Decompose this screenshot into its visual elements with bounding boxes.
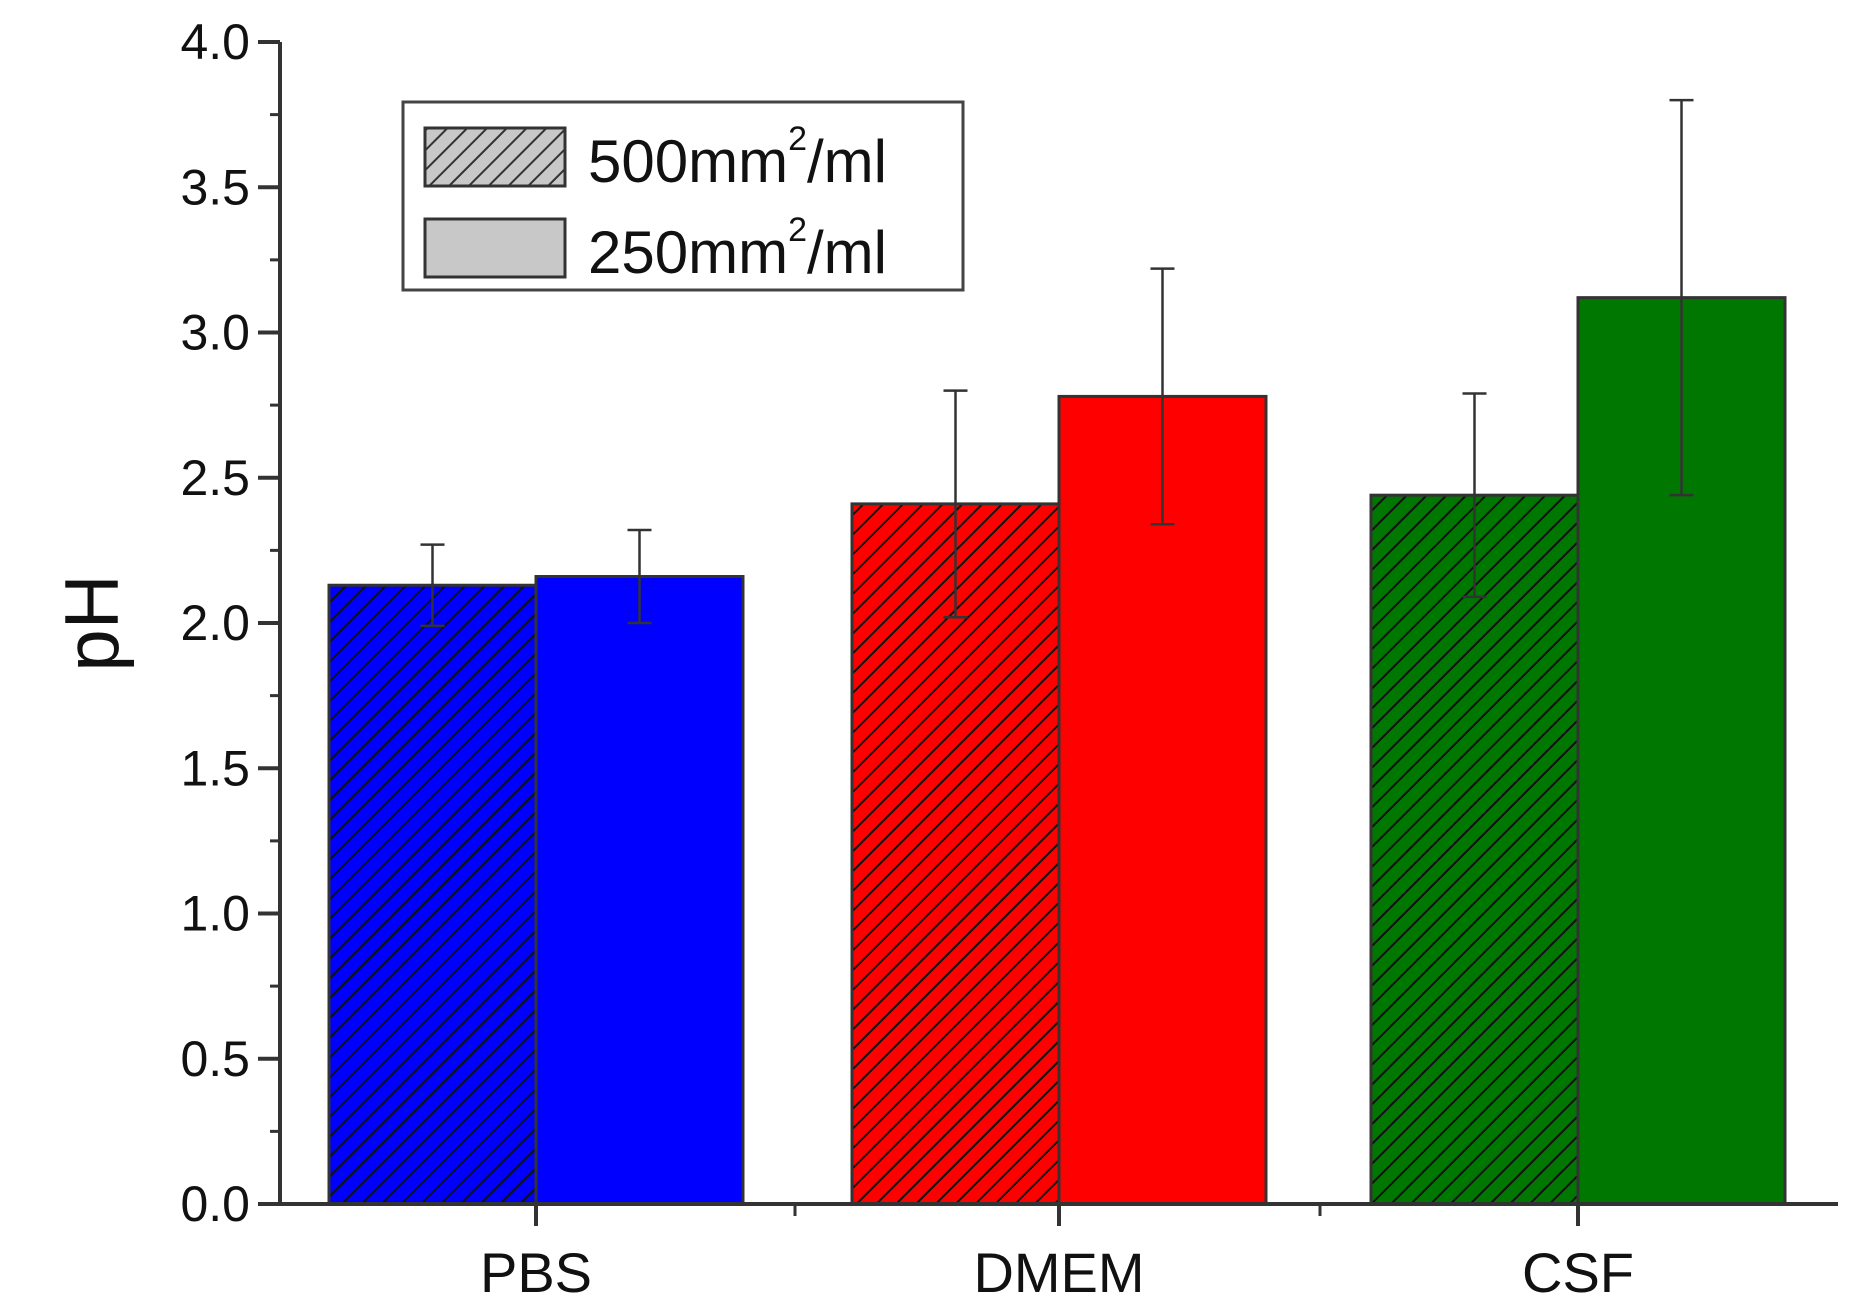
legend-label-250-unit: /ml [807, 219, 887, 286]
legend-label-250-main: 250mm [588, 219, 788, 286]
bars-layer [327, 296, 1787, 1206]
y-tick-label: 1.0 [180, 886, 250, 942]
legend-label-250: 250mm2/ml [588, 211, 887, 286]
y-tick-label: 3.0 [180, 305, 250, 361]
y-tick-label: 4.0 [180, 14, 250, 70]
bar-pbs-solid [534, 575, 745, 1206]
y-tick-label: 0.5 [180, 1031, 250, 1087]
legend-swatch-hatched [423, 126, 567, 188]
y-tick-label: 2.5 [180, 450, 250, 506]
bar-pbs-hatched [327, 583, 538, 1206]
legend-label-500-main: 500mm [588, 128, 788, 195]
x-tick-label-csf: CSF [1522, 1241, 1634, 1304]
y-ticks-layer: 0.0 0.5 1.0 1.5 2.0 2.5 3.0 3.5 4.0 [180, 14, 280, 1232]
legend-swatch-solid [423, 217, 567, 279]
y-axis-label: pH [50, 574, 135, 671]
x-ticks-layer: PBS DMEM CSF [480, 1204, 1634, 1304]
legend: 500mm2/ml 250mm2/ml [401, 100, 965, 292]
bar-csf-hatched [1369, 493, 1580, 1206]
bar-dmem-hatched [850, 502, 1061, 1206]
y-tick-label: 1.5 [180, 740, 250, 796]
legend-label-250-sup: 2 [788, 211, 807, 249]
bar-dmem-solid [1057, 394, 1268, 1206]
legend-label-500-unit: /ml [807, 128, 887, 195]
x-tick-label-pbs: PBS [480, 1241, 592, 1304]
x-tick-label-dmem: DMEM [973, 1241, 1144, 1304]
legend-label-500-sup: 2 [788, 120, 807, 158]
y-tick-label: 3.5 [180, 159, 250, 215]
error-bars-layer [420, 98, 1694, 628]
legend-label-500: 500mm2/ml [588, 120, 887, 195]
y-tick-label: 2.0 [180, 595, 250, 651]
y-tick-label: 0.0 [180, 1176, 250, 1232]
